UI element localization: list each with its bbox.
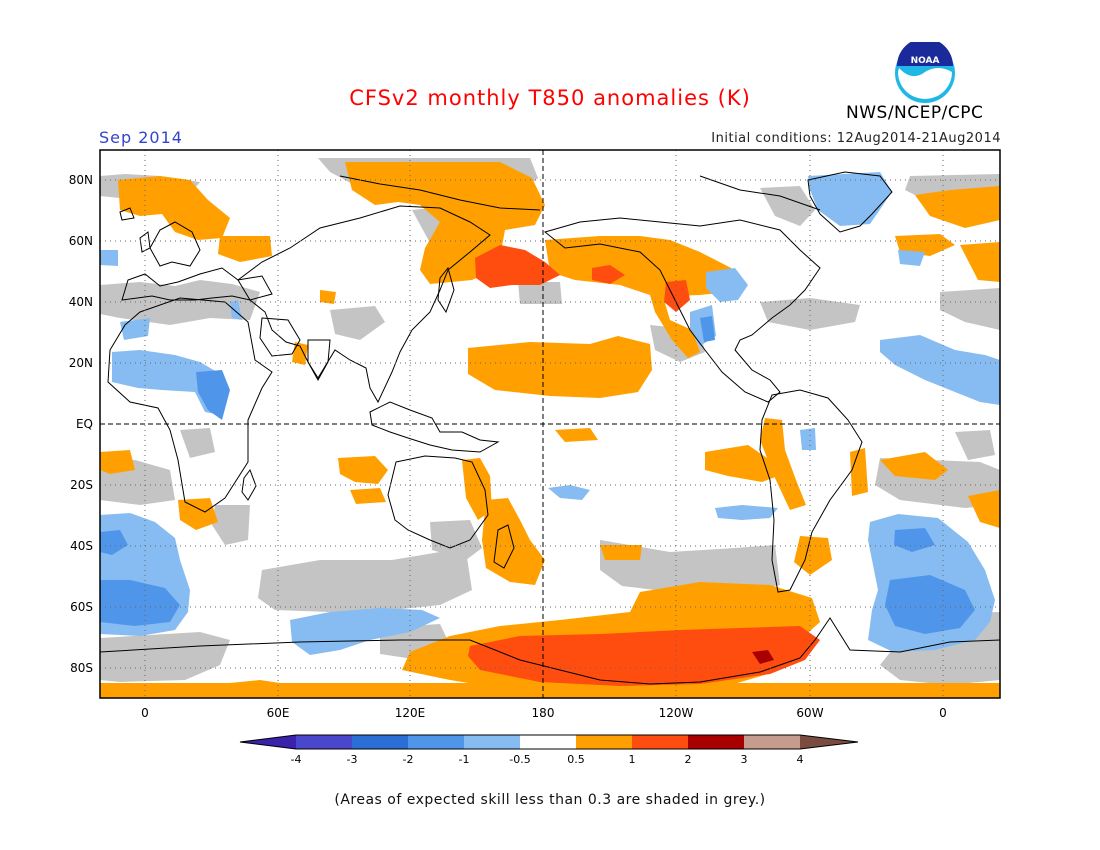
lat-label: 20S xyxy=(70,478,93,492)
initial-conditions: Initial conditions: 12Aug2014-21Aug2014 xyxy=(711,131,1001,146)
longitude-labels: 0 60E 120E 180 120W 60W 0 xyxy=(141,706,947,720)
colorbar-swatch xyxy=(688,735,744,749)
lat-label: 80S xyxy=(70,661,93,675)
colorbar-label: -0.5 xyxy=(509,753,530,766)
colorbar-label: 1 xyxy=(629,753,636,766)
colorbar-swatch xyxy=(632,735,688,749)
colorbar-swatch xyxy=(352,735,408,749)
lon-label: 120E xyxy=(395,706,426,720)
graticule xyxy=(100,150,1000,698)
map-title: CFSv2 monthly T850 anomalies (K) xyxy=(349,86,751,110)
lon-label: 180 xyxy=(532,706,555,720)
lat-label: EQ xyxy=(76,417,93,431)
colorbar-swatch xyxy=(744,735,800,749)
agency-label: NWS/NCEP/CPC xyxy=(846,103,984,123)
colorbar-arrow-high xyxy=(800,735,858,749)
lat-label: 80N xyxy=(69,173,93,187)
colorbar-label: 3 xyxy=(741,753,748,766)
colorbar-swatch xyxy=(408,735,464,749)
lon-label: 0 xyxy=(141,706,149,720)
lat-label: 60S xyxy=(70,600,93,614)
colorbar-label: -4 xyxy=(291,753,302,766)
lat-label: 40S xyxy=(70,539,93,553)
latitude-labels: 80N 60N 40N 20N EQ 20S 40S 60S 80S xyxy=(69,173,93,675)
noaa-logo-icon: NOAA xyxy=(895,42,955,103)
warm-anomaly-1-2 xyxy=(468,245,820,686)
colorbar-arrow-low xyxy=(240,735,296,749)
coastlines xyxy=(100,171,1000,685)
noaa-logo-text: NOAA xyxy=(911,56,940,66)
map-frame xyxy=(99,149,1001,699)
colorbar-label: 4 xyxy=(797,753,804,766)
lat-label: 60N xyxy=(69,234,93,248)
colorbar-label: -3 xyxy=(347,753,358,766)
lon-label: 0 xyxy=(939,706,947,720)
colorbar-swatch xyxy=(576,735,632,749)
colorbar-swatch xyxy=(464,735,520,749)
colorbar-swatch xyxy=(296,735,352,749)
footnote: (Areas of expected skill less than 0.3 a… xyxy=(334,792,766,808)
colorbar-label: 2 xyxy=(685,753,692,766)
equator-dateline xyxy=(100,150,1000,698)
lat-label: 40N xyxy=(69,295,93,309)
warm-anomaly-2-3 xyxy=(752,650,774,664)
colorbar-label: -2 xyxy=(403,753,414,766)
colorbar: -4 -3 -2 -1 -0.5 0.5 1 2 3 4 xyxy=(239,734,859,766)
colorbar-label: -1 xyxy=(459,753,470,766)
lat-label: 20N xyxy=(69,356,93,370)
colorbar-label: 0.5 xyxy=(567,753,585,766)
lon-label: 60E xyxy=(267,706,290,720)
forecast-month: Sep 2014 xyxy=(99,128,183,147)
lon-label: 60W xyxy=(796,706,823,720)
colorbar-swatch xyxy=(520,735,576,749)
cool-anomaly-1-2 xyxy=(100,316,975,634)
lon-label: 120W xyxy=(659,706,694,720)
